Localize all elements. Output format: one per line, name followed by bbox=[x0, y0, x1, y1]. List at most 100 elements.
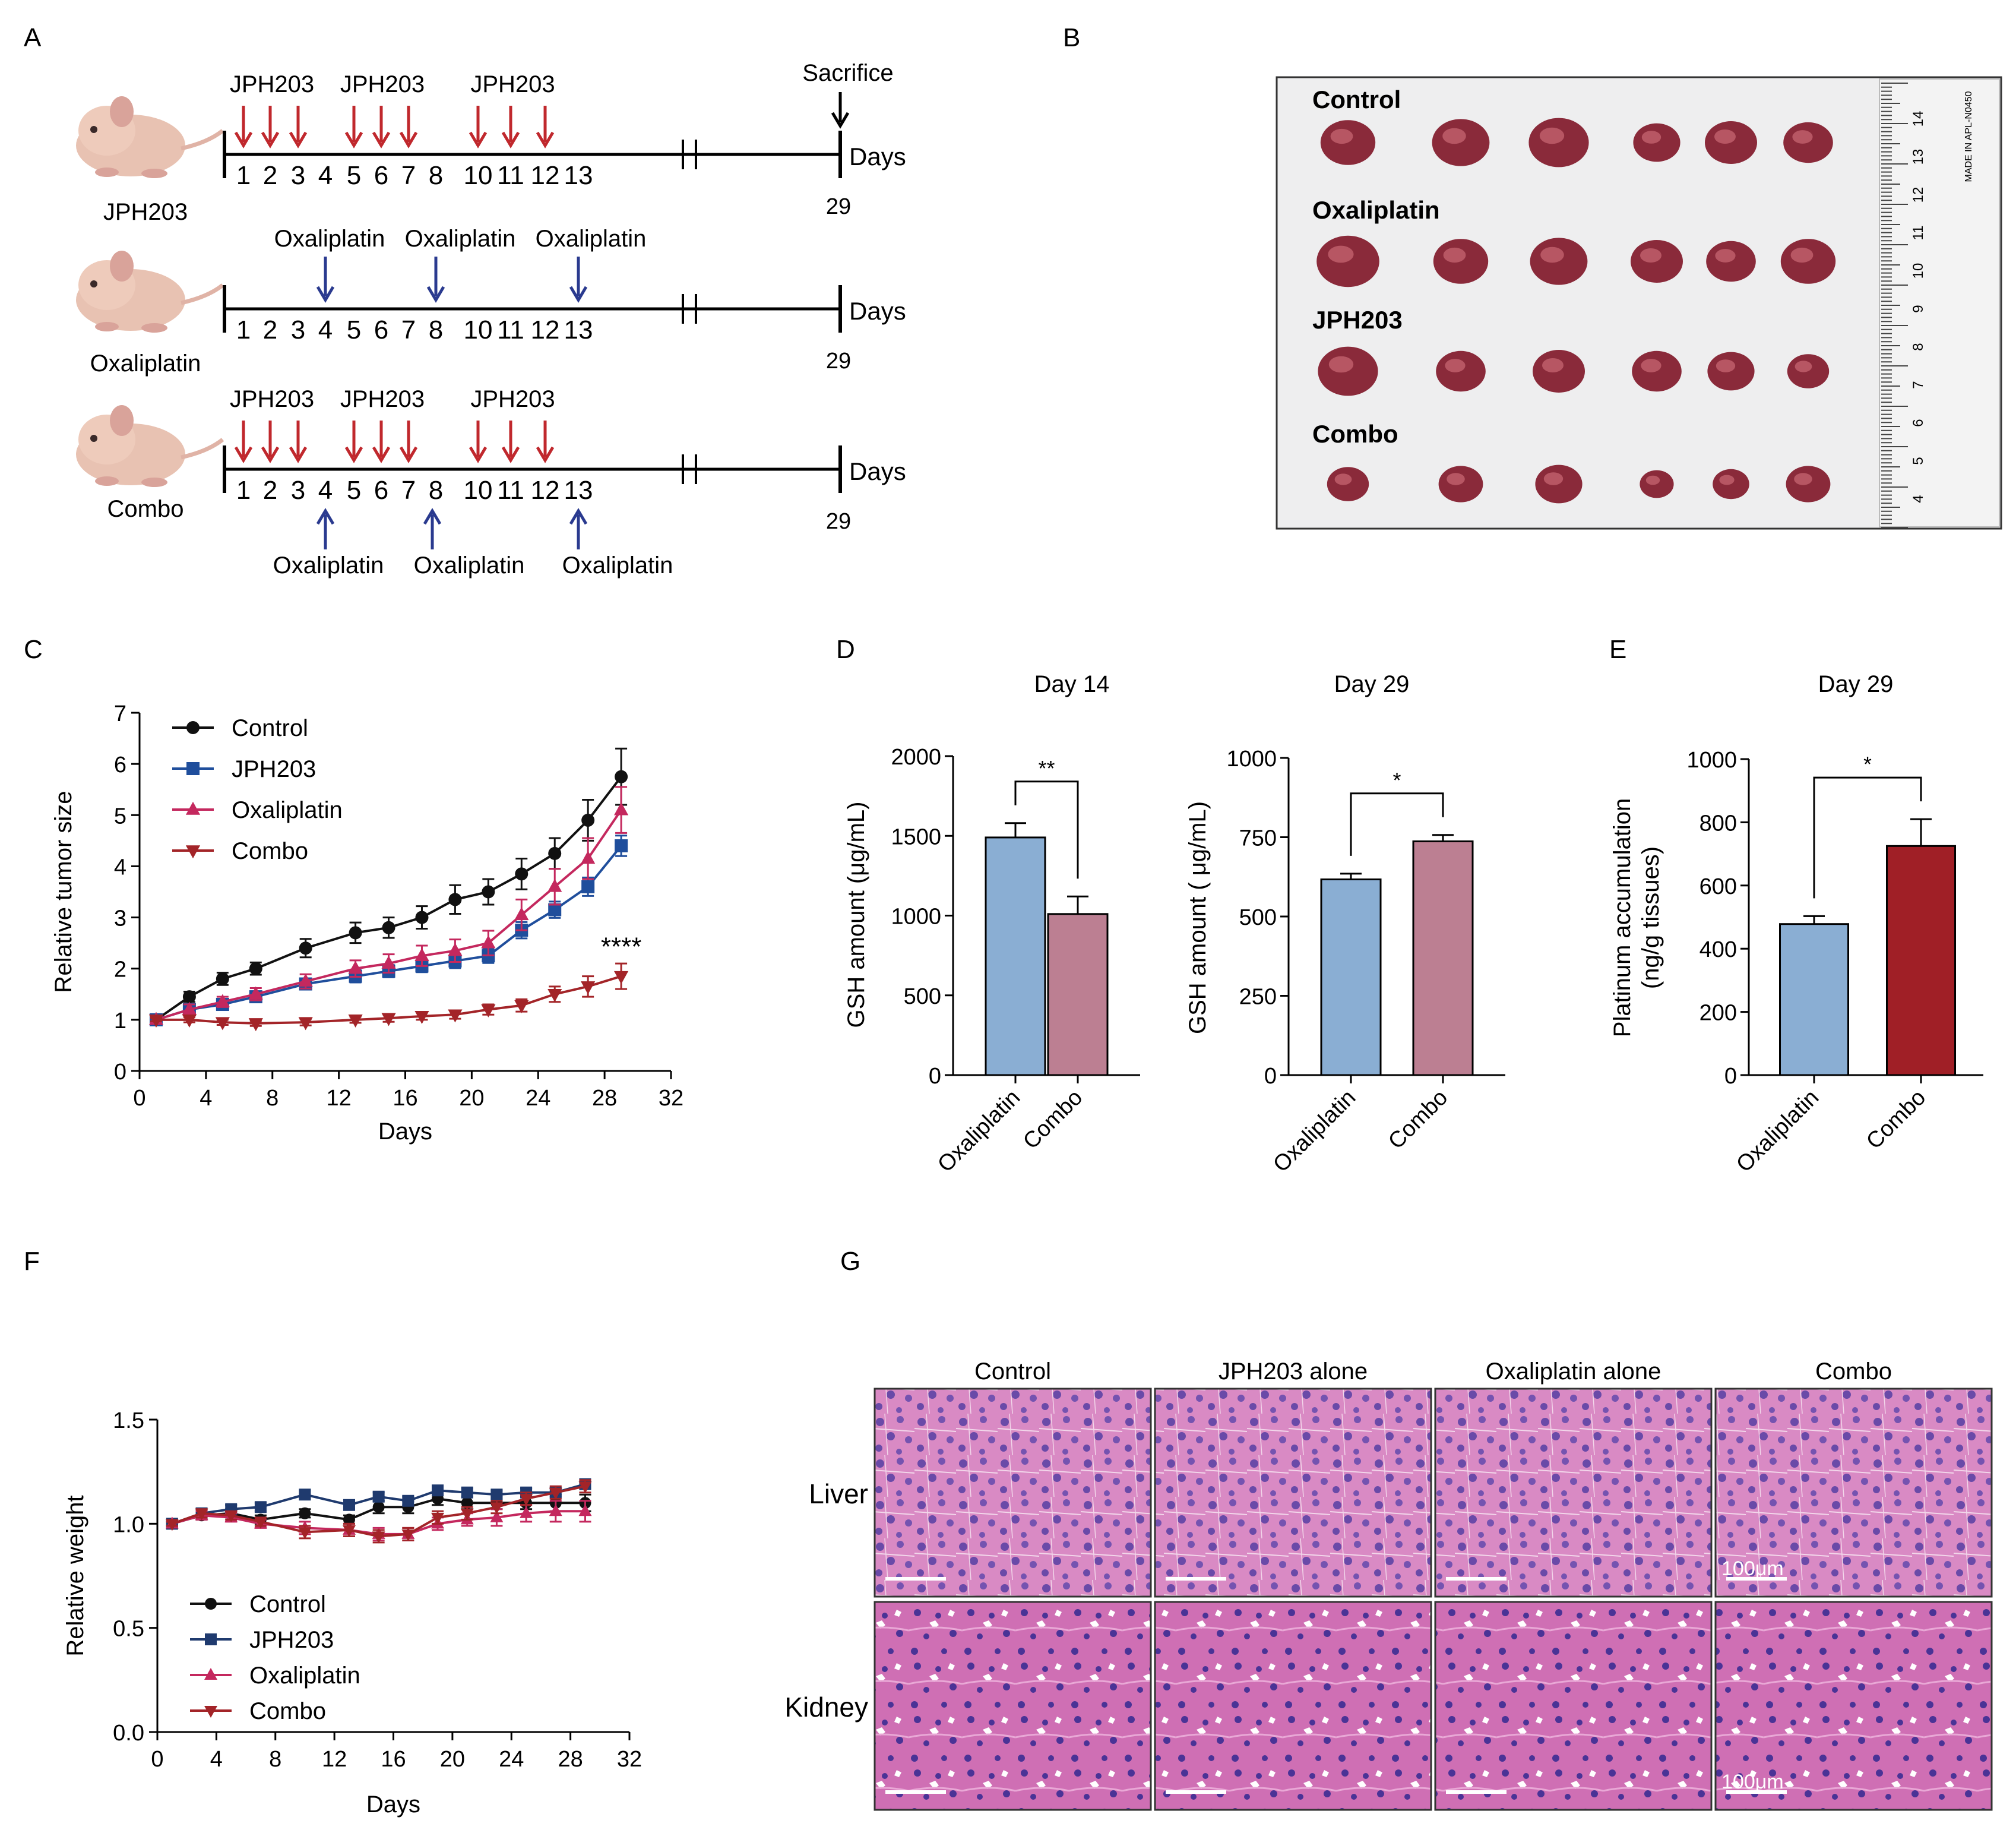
x-axis-title: Days bbox=[366, 1791, 420, 1818]
oxaliplatin-arrow bbox=[316, 508, 335, 549]
data-point bbox=[460, 1508, 474, 1521]
series-combo bbox=[148, 962, 629, 1032]
tumor-sample bbox=[1633, 123, 1680, 162]
day-number: 6 bbox=[374, 161, 388, 190]
data-point bbox=[578, 1481, 592, 1494]
oxaliplatin-arrow-head bbox=[423, 508, 442, 525]
bar-combo bbox=[1412, 840, 1474, 1076]
legend-label: Control bbox=[232, 715, 308, 741]
data-point bbox=[549, 1487, 562, 1500]
significance-stars: ** bbox=[1038, 756, 1055, 780]
series-combo bbox=[165, 1479, 592, 1544]
y-tick-label: 1 bbox=[114, 1009, 126, 1034]
data-point bbox=[299, 941, 312, 955]
jph203-arrow-head bbox=[344, 446, 363, 463]
y-tick-label: 2 bbox=[114, 957, 126, 982]
tumor-highlight bbox=[1714, 129, 1736, 144]
legend-label: Combo bbox=[232, 838, 308, 864]
legend-label: Oxaliplatin bbox=[232, 797, 343, 823]
scale-bar-label: 100μm bbox=[1721, 1557, 1784, 1580]
histology-row-label: Liver bbox=[809, 1478, 868, 1509]
data-point bbox=[515, 867, 528, 881]
data-point bbox=[343, 1513, 355, 1526]
sacrifice-label: Sacrifice bbox=[802, 60, 893, 86]
tumor-sample bbox=[1780, 239, 1836, 284]
legend-label: JPH203 bbox=[249, 1627, 334, 1653]
ruler-number: 12 bbox=[1910, 187, 1926, 203]
mouse-tail bbox=[181, 283, 224, 305]
data-point bbox=[448, 1009, 463, 1023]
legend-label: Combo bbox=[249, 1698, 326, 1724]
day-number: 10 bbox=[464, 161, 493, 190]
data-point bbox=[372, 1501, 385, 1513]
x-tick-label: 8 bbox=[266, 1086, 278, 1111]
group-label-2: Combo bbox=[107, 496, 184, 522]
y-tick-label: 1.5 bbox=[113, 1408, 144, 1433]
histology-image-kidney bbox=[1434, 1601, 1713, 1811]
y-tick-label: 5 bbox=[114, 804, 126, 829]
data-point bbox=[299, 1488, 311, 1501]
day-number: 13 bbox=[564, 315, 593, 345]
oxaliplatin-arrow bbox=[569, 508, 588, 549]
oxaliplatin-arrow-head bbox=[426, 286, 445, 303]
x-tick-label: 4 bbox=[200, 1086, 212, 1111]
histology-column-label: Control bbox=[974, 1358, 1051, 1385]
tumor-highlight bbox=[1539, 127, 1565, 144]
jph203-arrow bbox=[469, 421, 488, 463]
data-point bbox=[461, 1486, 473, 1499]
y-tick-label: 4 bbox=[114, 855, 126, 880]
ruler-number: 4 bbox=[1910, 495, 1926, 503]
tumor-sample bbox=[1631, 240, 1683, 283]
ruler-number: 6 bbox=[1910, 419, 1926, 426]
tumor-sample bbox=[1438, 466, 1483, 503]
data-point bbox=[520, 1494, 533, 1506]
tumor-highlight bbox=[1792, 130, 1813, 144]
data-point bbox=[432, 1484, 444, 1497]
group-label-0: JPH203 bbox=[103, 199, 188, 225]
mouse-eye bbox=[90, 280, 97, 287]
jph203-arrow bbox=[399, 106, 418, 148]
day-number: 2 bbox=[263, 476, 277, 505]
tumor-sample bbox=[1706, 241, 1756, 282]
bar-oxaliplatin bbox=[1320, 878, 1382, 1076]
day-number: 13 bbox=[564, 476, 593, 505]
panel-label-f: F bbox=[24, 1247, 40, 1276]
mouse-illustration-0 bbox=[76, 96, 224, 178]
oxaliplatin-arrow bbox=[569, 257, 588, 303]
mouse-ear bbox=[110, 405, 134, 436]
panel-g-histology: Control JPH203 alone Oxaliplatin alone Comb… bbox=[784, 1358, 1993, 1811]
tumor-highlight bbox=[1543, 472, 1564, 485]
data-point bbox=[415, 911, 429, 924]
tumor-highlight bbox=[1328, 245, 1354, 263]
chart-title: Day 29 bbox=[1818, 671, 1894, 697]
day-number: 8 bbox=[429, 161, 443, 190]
y-tick-label: 0 bbox=[1724, 1064, 1737, 1089]
tumor-highlight bbox=[1794, 473, 1812, 485]
data-point bbox=[342, 1525, 356, 1537]
jph203-arrow-head bbox=[372, 131, 391, 148]
day-number: 5 bbox=[347, 476, 361, 505]
day-number: 7 bbox=[401, 476, 416, 505]
oxaliplatin-dose-label: Oxaliplatin bbox=[414, 552, 525, 579]
data-point bbox=[165, 1519, 179, 1531]
day-number: 7 bbox=[401, 315, 416, 345]
y-tick-label: 0 bbox=[114, 1060, 126, 1085]
x-tick-label: Combo bbox=[1862, 1085, 1930, 1154]
data-point bbox=[216, 972, 229, 985]
data-point bbox=[481, 1004, 496, 1017]
legend-marker bbox=[204, 1706, 217, 1718]
data-point bbox=[298, 1527, 312, 1540]
y-tick-label: 800 bbox=[1699, 811, 1737, 836]
days-axis-label: Days bbox=[849, 457, 906, 485]
ruler-number: 9 bbox=[1910, 305, 1926, 312]
bar-combo bbox=[1886, 845, 1956, 1076]
bar-oxaliplatin bbox=[1779, 923, 1849, 1076]
significance-stars: * bbox=[1863, 752, 1872, 776]
tumor-sample bbox=[1632, 350, 1682, 392]
histology-image-liver bbox=[874, 1388, 1152, 1598]
y-tick-label: 750 bbox=[1239, 826, 1277, 851]
x-tick-label: Oxaliplatin bbox=[1732, 1085, 1824, 1177]
jph203-arrow bbox=[372, 106, 391, 148]
y-tick-label: 1500 bbox=[891, 824, 941, 849]
